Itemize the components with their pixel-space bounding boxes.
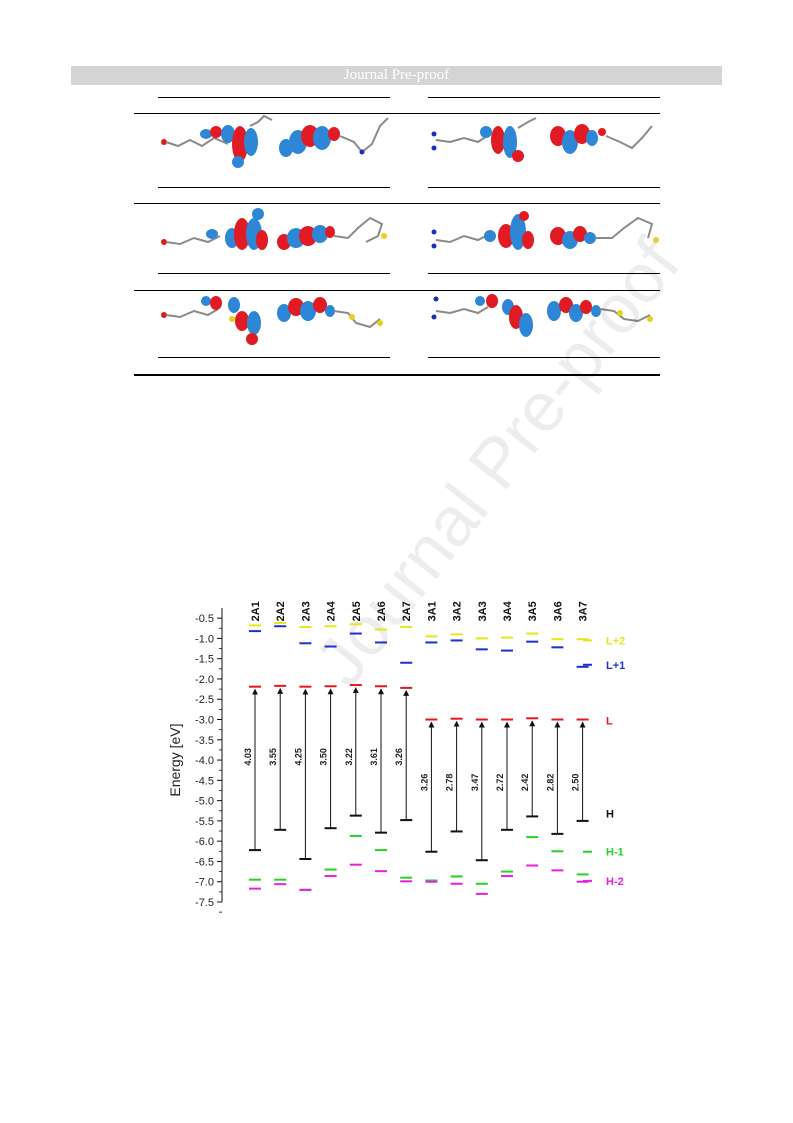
category-label: 2A7	[401, 601, 413, 621]
y-tick-label: -4.0	[195, 755, 214, 767]
category-label: 2A3	[300, 601, 312, 621]
y-tick-label: -6.5	[195, 856, 214, 868]
gap-label: 2.82	[545, 774, 555, 792]
table-row-separator	[428, 357, 660, 358]
y-tick-label: -5.5	[195, 816, 214, 828]
y-tick-label: -1.5	[195, 654, 214, 666]
table-row-separator	[158, 273, 390, 274]
orbital-image-row3-right	[431, 294, 653, 337]
y-tick-label: -3.5	[195, 735, 214, 747]
gap-label: 4.03	[243, 748, 253, 766]
table-top-rule	[428, 97, 660, 98]
orbital-image-row2-left	[161, 208, 387, 250]
y-tick-label: -2.5	[195, 694, 214, 706]
table-row-separator	[428, 273, 660, 274]
category-label: 3A4	[502, 600, 514, 621]
category-label: 2A5	[351, 601, 363, 621]
gap-label: 2.42	[520, 774, 530, 792]
gap-label: 3.47	[470, 774, 480, 792]
y-tick-label: -4.5	[195, 775, 214, 787]
y-tick-label: -6.0	[195, 836, 214, 848]
gap-label: 2.78	[445, 774, 455, 792]
y-tick-label: -7.0	[195, 877, 214, 889]
legend-label: L+1	[606, 660, 625, 672]
category-label: 3A2	[452, 601, 464, 621]
y-axis-label: Energy [eV]	[167, 723, 183, 796]
gap-label: 2.50	[571, 774, 581, 792]
category-label: 2A4	[326, 600, 338, 621]
legend-label: H-1	[606, 847, 624, 859]
table-top-rule	[158, 97, 390, 98]
journal-banner: Journal Pre-proof	[71, 66, 722, 85]
gap-label: 3.50	[319, 748, 329, 766]
table-row-separator	[134, 113, 660, 114]
legend-label: L	[606, 715, 613, 727]
category-label: 2A1	[250, 601, 262, 621]
legend-label: H	[606, 809, 614, 821]
y-tick-label: -3.0	[195, 715, 214, 727]
gap-label: 3.55	[268, 748, 278, 766]
category-label: 2A6	[376, 601, 388, 621]
table-row-separator	[428, 187, 660, 188]
gap-label: 4.25	[293, 748, 303, 766]
gap-label: 3.61	[369, 748, 379, 766]
gap-label: 2.72	[495, 774, 505, 792]
category-label: 2A2	[275, 601, 287, 621]
y-tick-label: -5.0	[195, 796, 214, 808]
legend-label: L+2	[606, 635, 625, 647]
y-tick-label: -1.0	[195, 633, 214, 645]
y-tick-label: -0.5	[195, 613, 214, 625]
orbital-image-row1-right	[431, 117, 653, 162]
orbital-image-row1-left	[161, 114, 389, 168]
category-label: 3A1	[426, 601, 438, 621]
legend-label: H-2	[606, 876, 624, 888]
table-row-separator	[158, 187, 390, 188]
table-bottom-rule	[134, 374, 660, 376]
category-label: 3A5	[527, 601, 539, 621]
orbital-image-row3-left	[161, 296, 383, 345]
energy-level-diagram: -0.5 -1.0 -1.5 -2.0 -2.5 -3.0 -3.5 -4.0 -4.5 -5.0…	[167, 600, 625, 913]
y-tick-label: -2.0	[195, 674, 214, 686]
gap-label: 3.22	[344, 748, 354, 766]
orbital-image-row2-right	[431, 211, 659, 250]
category-label: 3A3	[477, 601, 489, 621]
gap-label: 3.26	[394, 748, 404, 766]
gap-label: 3.26	[419, 774, 429, 792]
table-row-separator	[158, 357, 390, 358]
y-tick-label: -7.5	[195, 897, 214, 909]
category-label: 3A7	[578, 601, 590, 621]
category-label: 3A6	[552, 601, 564, 621]
table-row-separator	[134, 203, 660, 204]
table-row-separator	[134, 290, 660, 291]
